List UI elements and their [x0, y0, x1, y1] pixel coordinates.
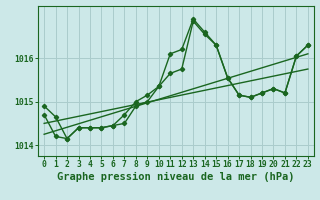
X-axis label: Graphe pression niveau de la mer (hPa): Graphe pression niveau de la mer (hPa)	[57, 172, 295, 182]
